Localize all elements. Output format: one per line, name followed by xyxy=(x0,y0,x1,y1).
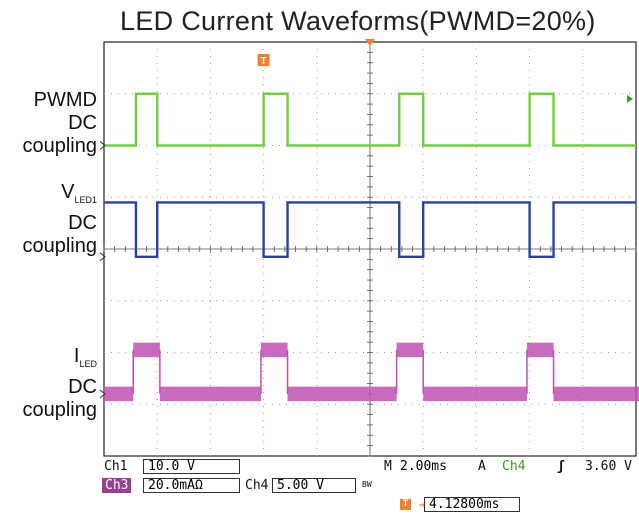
ch1-label: Ch1 xyxy=(104,459,128,474)
trigger-level-marker xyxy=(627,94,633,103)
iled-label: ILED DC coupling xyxy=(0,345,97,422)
ch4-value: 5.00 V xyxy=(272,478,356,493)
ch3-ground-marker xyxy=(99,389,106,399)
iled-label-line3: coupling xyxy=(22,399,97,421)
ch4-label: Ch4 xyxy=(245,478,269,493)
iled-base-band xyxy=(553,386,639,402)
trace-vled1 xyxy=(104,201,636,258)
vled-label: VLED1 DC coupling xyxy=(0,181,97,258)
ch1-value: 10.0 V xyxy=(143,459,240,474)
vled-sub: LED1 xyxy=(74,195,97,205)
trace-pwmd xyxy=(104,92,636,147)
timebase-label: M xyxy=(384,459,392,474)
traces xyxy=(104,92,639,402)
markers: T xyxy=(99,39,633,399)
ch3-label: Ch3 xyxy=(102,478,132,493)
trigger-center-marker xyxy=(365,39,375,46)
chart-title: LED Current Waveforms(PWMD=20%) xyxy=(120,6,596,36)
iled-pulse-band xyxy=(396,342,424,358)
trigger-t-icon: T xyxy=(400,499,411,510)
pwmd-label-line1: PWMD xyxy=(33,89,97,111)
vled-label-line3: coupling xyxy=(22,235,97,257)
iled-base-band xyxy=(159,386,261,402)
timebase-value: 2.00ms xyxy=(395,459,465,474)
pwmd-label-line3: coupling xyxy=(22,135,97,157)
iled-base-band xyxy=(104,386,134,402)
iled-pulse-band xyxy=(260,342,288,358)
iled-base-band xyxy=(287,386,397,402)
pwmd-label-line2: DC xyxy=(68,112,97,134)
vled-label-line2: DC xyxy=(68,212,97,234)
trigger-t-marker xyxy=(257,54,270,66)
bw-mark: BW xyxy=(362,480,372,489)
ch4-ground-marker xyxy=(99,252,106,262)
trace-iled xyxy=(104,342,639,402)
trigger-ch: Ch4 xyxy=(497,459,543,474)
pwmd-label: PWMD DC coupling xyxy=(0,89,97,158)
trigger-level: 3.60 V xyxy=(585,459,632,474)
trigger-t-marker-text: T xyxy=(261,56,267,67)
iled-sub: LED xyxy=(79,359,97,369)
trigger-slope: ʃ xyxy=(557,459,565,474)
trigger-pos-value: 4.12800ms xyxy=(424,497,520,512)
vled-main: V xyxy=(61,181,75,203)
trigger-mode: A xyxy=(478,459,486,474)
iled-pulse-band xyxy=(526,342,554,358)
iled-label-line1: ILED xyxy=(0,345,97,376)
iled-main: I xyxy=(73,345,80,367)
iled-label-line2: DC xyxy=(68,376,97,398)
ch3-value: 20.0mAΩ xyxy=(143,478,240,493)
vled-label-line1: VLED1 xyxy=(0,181,97,212)
iled-base-band xyxy=(423,386,527,402)
ch1-ground-marker xyxy=(99,141,106,150)
iled-pulse-band xyxy=(133,342,160,358)
